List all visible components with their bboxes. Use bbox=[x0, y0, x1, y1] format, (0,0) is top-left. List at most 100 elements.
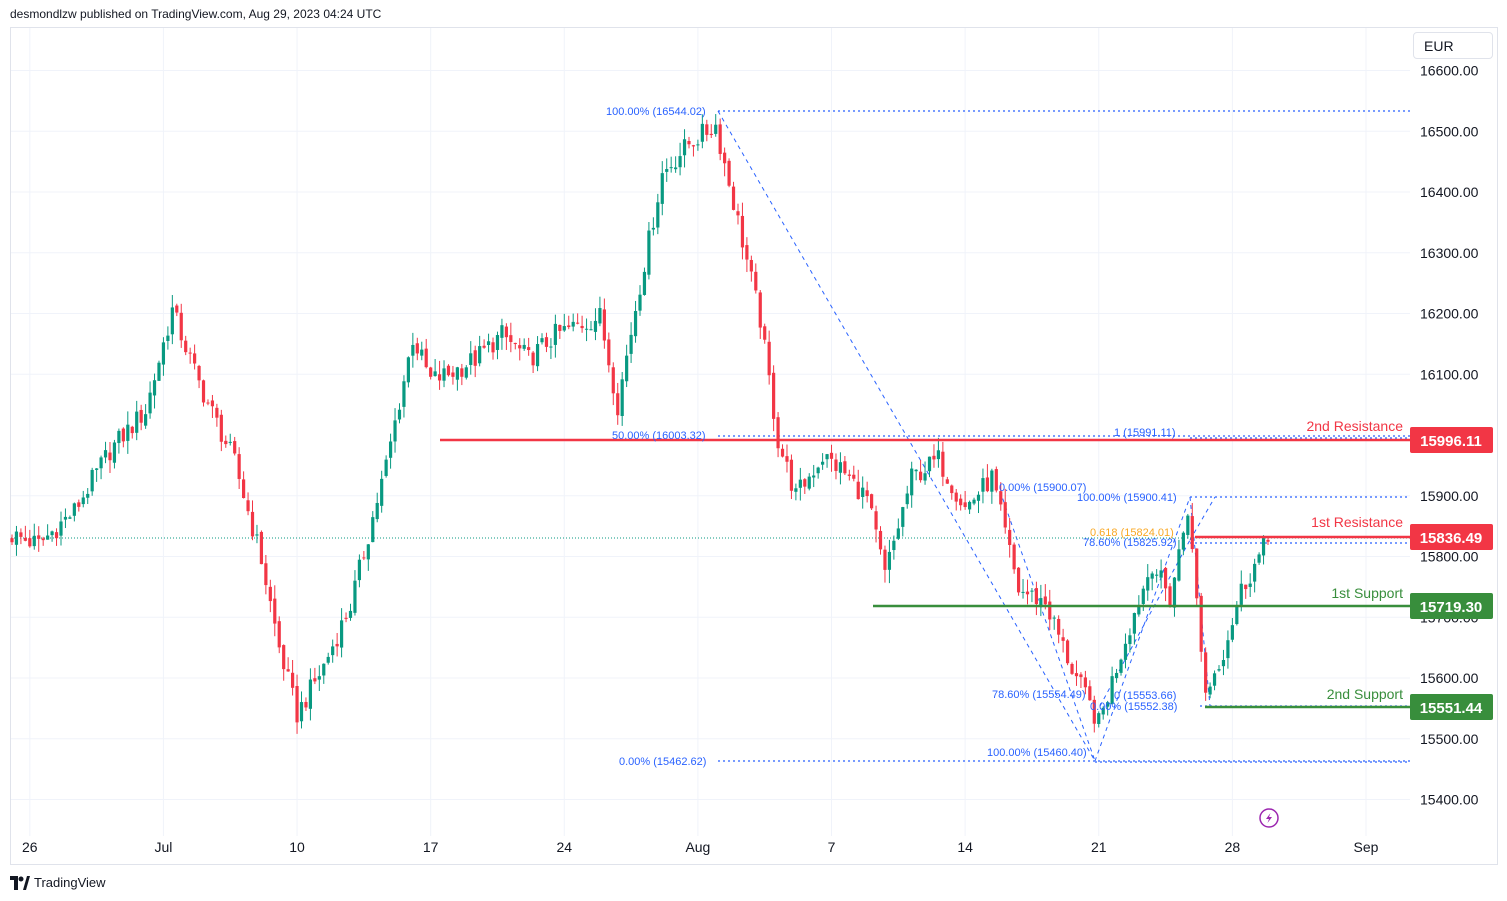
candle bbox=[834, 453, 838, 480]
candle bbox=[540, 333, 544, 345]
candle bbox=[233, 436, 237, 456]
candle bbox=[1012, 542, 1016, 574]
candle bbox=[700, 114, 704, 149]
candle bbox=[696, 139, 700, 151]
candle bbox=[331, 639, 335, 663]
y-tick-label: 16300.00 bbox=[1420, 245, 1479, 261]
candle bbox=[1101, 706, 1105, 720]
y-tick-label: 16100.00 bbox=[1420, 366, 1479, 382]
candle bbox=[954, 488, 958, 511]
time-axis[interactable]: 26 Jul 10 17 24 Aug 7 14 21 28 Sep bbox=[22, 839, 1379, 855]
candle bbox=[335, 633, 339, 657]
candle bbox=[558, 324, 562, 339]
candle bbox=[731, 181, 736, 211]
candle bbox=[616, 382, 620, 425]
candle bbox=[206, 399, 210, 406]
candle bbox=[273, 585, 277, 637]
candle bbox=[607, 332, 611, 373]
y-tick-label: 16200.00 bbox=[1420, 306, 1479, 322]
candle bbox=[242, 471, 246, 499]
candle bbox=[985, 464, 990, 493]
candle bbox=[740, 202, 745, 260]
candle bbox=[856, 469, 860, 500]
candle bbox=[821, 453, 825, 470]
candle bbox=[967, 500, 972, 515]
candle bbox=[852, 465, 856, 482]
candle bbox=[602, 298, 606, 349]
badge-2nd-support-text: 15551.44 bbox=[1420, 700, 1483, 717]
candle bbox=[918, 460, 923, 483]
candle bbox=[388, 433, 393, 469]
x-tick-label: 21 bbox=[1091, 839, 1107, 855]
candle bbox=[486, 333, 491, 353]
candle bbox=[10, 534, 14, 546]
candle bbox=[406, 356, 410, 388]
candle bbox=[874, 505, 878, 543]
candle bbox=[108, 441, 112, 473]
fib-labels: 100.00% (16544.02) 50.00% (16003.32) 0.0… bbox=[606, 106, 1177, 768]
candle bbox=[451, 365, 455, 385]
candle bbox=[384, 455, 388, 478]
candle bbox=[504, 323, 508, 350]
candle bbox=[1061, 628, 1065, 653]
y-tick-label: 15500.00 bbox=[1420, 731, 1479, 747]
candle bbox=[135, 400, 139, 441]
candle bbox=[1150, 571, 1154, 591]
publisher-header: desmondlzw published on TradingView.com,… bbox=[10, 7, 382, 21]
x-tick-label: 17 bbox=[423, 839, 439, 855]
candle bbox=[651, 217, 655, 236]
candle bbox=[339, 608, 344, 658]
candle bbox=[299, 691, 304, 729]
fib-label: 78.60% (15825.92) bbox=[1083, 537, 1177, 549]
candle bbox=[277, 616, 281, 654]
candle bbox=[144, 404, 148, 429]
candle bbox=[179, 303, 183, 348]
x-tick-label: 14 bbox=[957, 839, 973, 855]
candle bbox=[1159, 559, 1163, 589]
candle bbox=[772, 365, 776, 432]
badge-1st-support bbox=[1410, 593, 1493, 619]
candle bbox=[14, 525, 19, 556]
candle bbox=[184, 335, 188, 356]
candle bbox=[625, 344, 629, 388]
fib-label: 100.00% (15460.40) bbox=[987, 747, 1087, 759]
candle bbox=[250, 500, 255, 541]
candle bbox=[371, 511, 375, 543]
candle bbox=[638, 285, 642, 316]
x-tick-label: 7 bbox=[828, 839, 836, 855]
title-1st-resistance: 1st Resistance bbox=[1311, 514, 1403, 530]
candle bbox=[464, 365, 468, 380]
candle bbox=[290, 659, 295, 696]
fib-lines bbox=[717, 110, 1410, 763]
currency-selector[interactable]: EUR bbox=[1413, 32, 1493, 59]
candle bbox=[304, 697, 308, 711]
candle bbox=[990, 468, 994, 504]
lightning-icon[interactable] bbox=[1259, 808, 1279, 828]
candle bbox=[344, 612, 348, 623]
candle bbox=[103, 441, 108, 464]
candle bbox=[758, 290, 762, 339]
candle bbox=[201, 379, 206, 407]
candle bbox=[148, 381, 152, 419]
candle bbox=[1123, 633, 1128, 669]
candle bbox=[1257, 552, 1261, 565]
candle bbox=[567, 315, 571, 330]
candle bbox=[865, 481, 869, 503]
candle bbox=[1030, 587, 1034, 603]
candle bbox=[1168, 583, 1172, 608]
candle bbox=[1244, 584, 1248, 599]
candle bbox=[642, 267, 647, 296]
candle bbox=[1190, 502, 1194, 553]
candle bbox=[1226, 630, 1230, 669]
x-tick-label: Sep bbox=[1354, 839, 1379, 855]
fib-main-diagonal bbox=[717, 110, 1096, 762]
candle bbox=[166, 326, 170, 350]
candle bbox=[981, 468, 985, 504]
candle bbox=[941, 441, 945, 487]
candle bbox=[674, 156, 678, 173]
x-tick-label: 24 bbox=[556, 839, 572, 855]
x-tick-label: 28 bbox=[1225, 839, 1241, 855]
candle bbox=[1003, 488, 1007, 534]
candle bbox=[1212, 670, 1217, 691]
